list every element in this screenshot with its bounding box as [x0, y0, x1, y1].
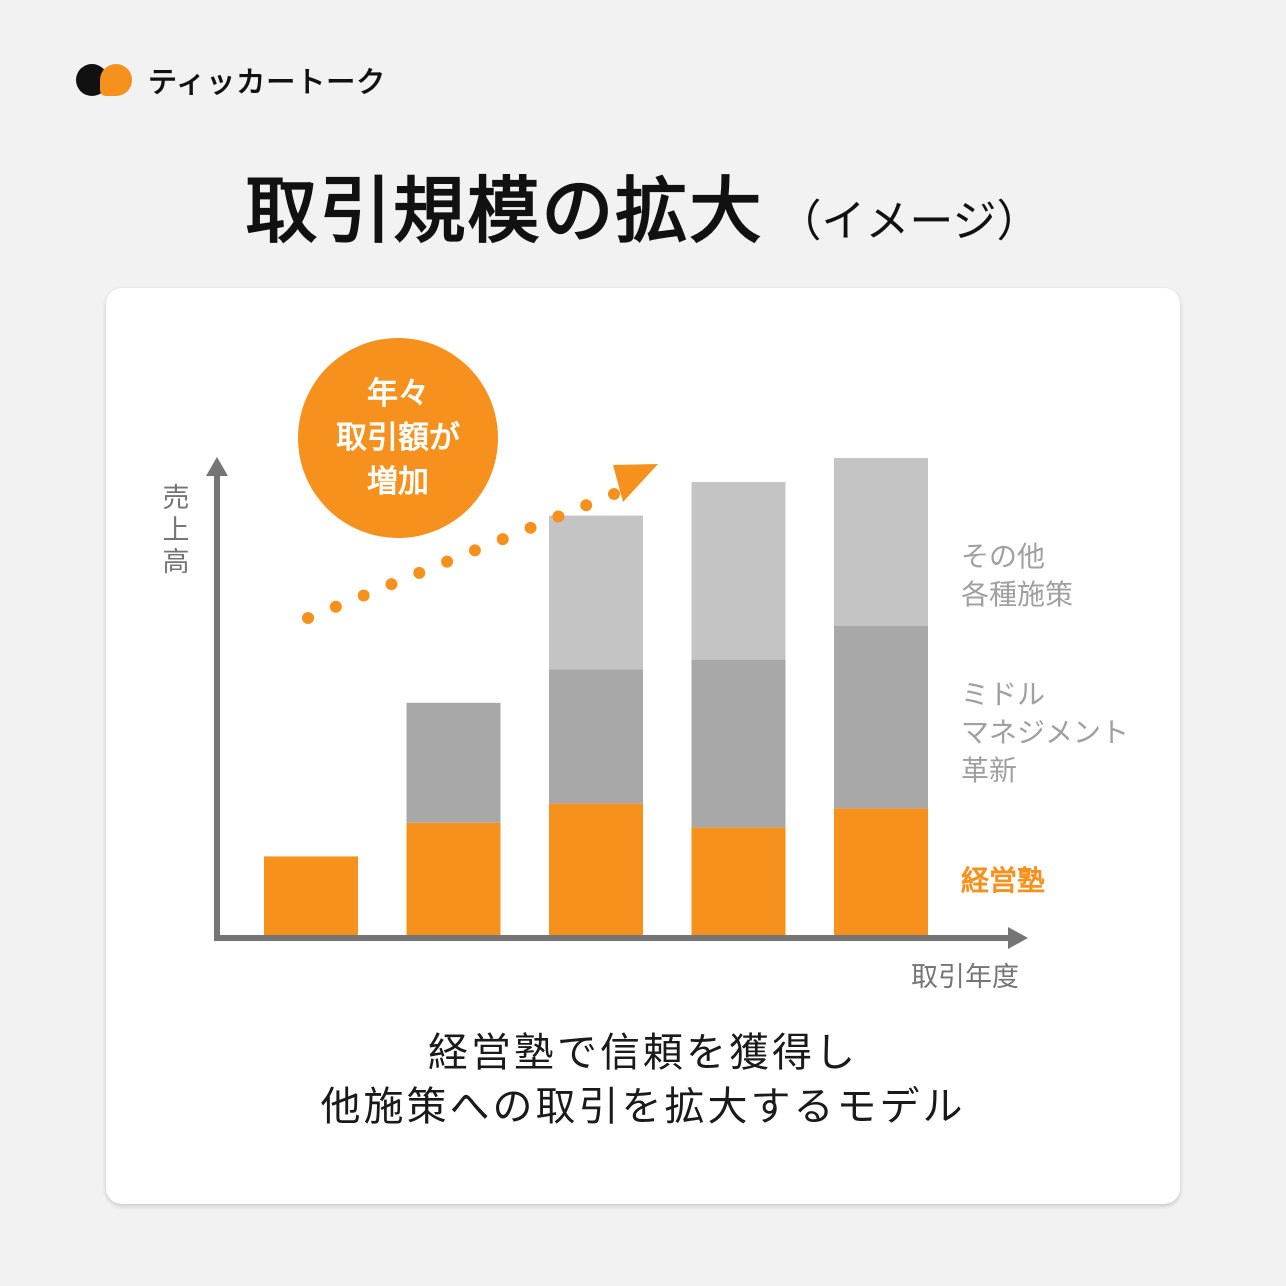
- annotation-text: 年々: [367, 376, 429, 412]
- chart-caption: 経営塾で信頼を獲得し 他施策への取引を拡大するモデル: [106, 1026, 1180, 1134]
- brand-logo: ティッカートーク: [76, 60, 386, 100]
- trend-dot: [329, 600, 342, 613]
- trend-dot: [468, 544, 481, 557]
- annotation-text: 取引額が: [336, 420, 460, 456]
- legend-label-2: ミドル: [961, 678, 1045, 711]
- bar-3-5: [834, 458, 928, 626]
- bar-1-2: [406, 822, 501, 938]
- legend-label-1: 各種施策: [961, 578, 1073, 611]
- bar-1-5: [834, 808, 928, 938]
- trend-dot: [302, 612, 314, 624]
- legend-label-2: マネジメント: [961, 716, 1129, 749]
- annotation-text: 増加: [367, 464, 429, 500]
- trend-dot: [608, 488, 620, 500]
- x-axis-label: 取引年度: [911, 962, 1019, 993]
- brand-name: ティッカートーク: [148, 65, 387, 99]
- chart-card: 売上高取引年度 その他各種施策ミドルマネジメント 革新経営塾 年々取引額が増加 経営塾…: [106, 288, 1180, 1204]
- caption-line-2: 他施策への取引を拡大するモデル: [320, 1084, 966, 1130]
- trend-dot: [413, 566, 426, 579]
- annotation-bubble: [298, 338, 498, 538]
- legend-label-1: その他: [961, 540, 1045, 573]
- x-axis-arrowhead: [1008, 927, 1028, 949]
- bar-1-4: [691, 827, 786, 938]
- trend-dot: [441, 555, 454, 568]
- y-axis-label-char: 売: [163, 483, 190, 514]
- bar-1-1: [264, 856, 358, 938]
- bar-2-2: [406, 702, 501, 823]
- bar-1-3: [549, 803, 643, 938]
- bar-2-5: [834, 626, 928, 809]
- bar-2-4: [691, 659, 786, 828]
- y-axis-label-char: 高: [163, 547, 190, 578]
- title-sub: （イメージ）: [777, 196, 1041, 247]
- trend-dot: [496, 533, 509, 546]
- trend-dot: [357, 589, 370, 602]
- y-axis-arrowhead: [206, 457, 228, 476]
- page-title: 取引規模の拡大 （イメージ）: [0, 152, 1286, 257]
- bar-3-4: [691, 482, 786, 660]
- title-main: 取引規模の拡大: [245, 169, 764, 253]
- trend-dot: [552, 510, 565, 523]
- trend-dot: [385, 578, 398, 591]
- trend-dot: [580, 499, 593, 512]
- caption-line-1: 経営塾で信頼を獲得し: [428, 1030, 858, 1076]
- bar-2-3: [549, 669, 643, 804]
- y-axis-label-char: 上: [163, 515, 190, 546]
- speech-bubbles-icon: [76, 60, 140, 100]
- legend-label-2: 革新: [961, 754, 1017, 787]
- trend-arrowhead-icon: [613, 464, 658, 502]
- legend-label-3: 経営塾: [961, 864, 1045, 897]
- trend-dot: [524, 521, 537, 534]
- bar-3-3: [549, 515, 643, 670]
